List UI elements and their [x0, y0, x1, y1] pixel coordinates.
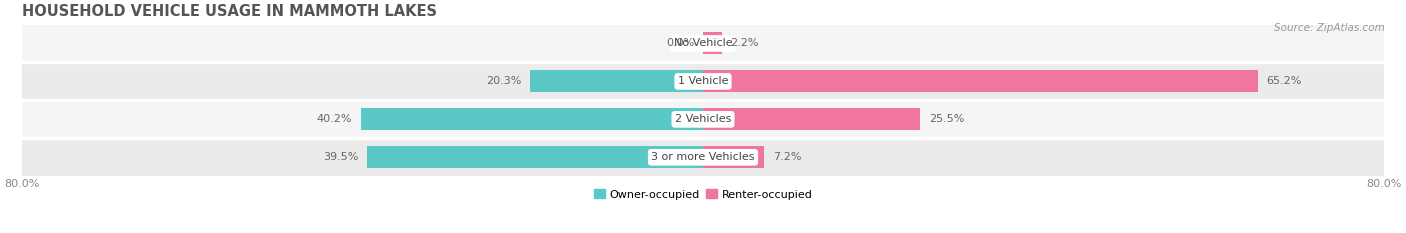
Bar: [22, 138, 1384, 176]
Bar: [703, 32, 721, 55]
Bar: [703, 70, 1258, 93]
Text: No Vehicle: No Vehicle: [673, 38, 733, 48]
Text: 65.2%: 65.2%: [1267, 76, 1302, 86]
Bar: [22, 62, 1384, 100]
Text: 0.0%: 0.0%: [666, 38, 695, 48]
Text: 2 Vehicles: 2 Vehicles: [675, 114, 731, 124]
Text: 40.2%: 40.2%: [316, 114, 353, 124]
Text: 1 Vehicle: 1 Vehicle: [678, 76, 728, 86]
Bar: [361, 108, 703, 130]
Bar: [530, 70, 703, 93]
Text: Source: ZipAtlas.com: Source: ZipAtlas.com: [1274, 23, 1385, 33]
Text: 2.2%: 2.2%: [730, 38, 759, 48]
Text: 3 or more Vehicles: 3 or more Vehicles: [651, 152, 755, 162]
Text: 7.2%: 7.2%: [773, 152, 801, 162]
Legend: Owner-occupied, Renter-occupied: Owner-occupied, Renter-occupied: [589, 185, 817, 204]
Text: 39.5%: 39.5%: [323, 152, 359, 162]
Text: HOUSEHOLD VEHICLE USAGE IN MAMMOTH LAKES: HOUSEHOLD VEHICLE USAGE IN MAMMOTH LAKES: [22, 4, 437, 19]
Text: 20.3%: 20.3%: [486, 76, 522, 86]
Bar: [22, 24, 1384, 62]
Text: 25.5%: 25.5%: [928, 114, 965, 124]
Bar: [703, 146, 765, 168]
Bar: [703, 108, 920, 130]
Bar: [22, 100, 1384, 138]
Bar: [367, 146, 703, 168]
